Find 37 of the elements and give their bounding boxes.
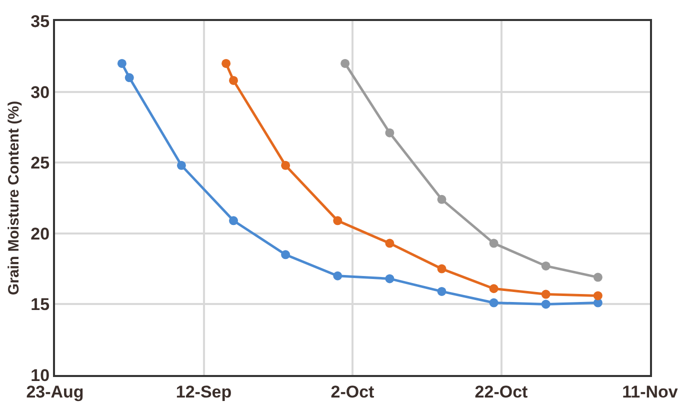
point: [593, 291, 602, 300]
point: [541, 261, 550, 270]
point: [437, 264, 446, 274]
x-tick-label: 23-Aug: [26, 382, 84, 402]
point: [333, 216, 342, 226]
x-tick-label: 22-Oct: [474, 382, 528, 402]
point: [229, 76, 238, 85]
point: [333, 271, 342, 280]
point: [281, 250, 290, 260]
point: [281, 160, 290, 170]
x-tick-label: 11-Nov: [622, 382, 678, 402]
x-tick-label: 2-Oct: [330, 382, 375, 402]
y-tick-label: 30: [30, 82, 50, 102]
point: [385, 274, 394, 284]
point: [489, 284, 498, 294]
y-tick-label: 25: [30, 154, 50, 173]
point: [541, 300, 550, 309]
y-tick-label: 15: [30, 295, 50, 314]
y-tick-label: 35: [30, 12, 50, 31]
point: [385, 128, 394, 138]
y-axis-title: Grain Moisture Content (%): [5, 100, 22, 296]
point: [124, 73, 134, 82]
point: [489, 238, 498, 248]
point: [437, 194, 446, 204]
point: [541, 290, 550, 299]
y-tick-label: 10: [30, 366, 50, 385]
point: [593, 272, 602, 282]
point: [340, 58, 350, 68]
point: [385, 238, 394, 248]
x-tick-label: 12-Sep: [176, 382, 232, 402]
point: [176, 160, 186, 170]
point: [229, 216, 238, 226]
point: [437, 286, 446, 296]
point: [489, 298, 498, 308]
point: [222, 58, 231, 68]
y-tick-label: 20: [30, 224, 50, 244]
point: [117, 58, 126, 68]
